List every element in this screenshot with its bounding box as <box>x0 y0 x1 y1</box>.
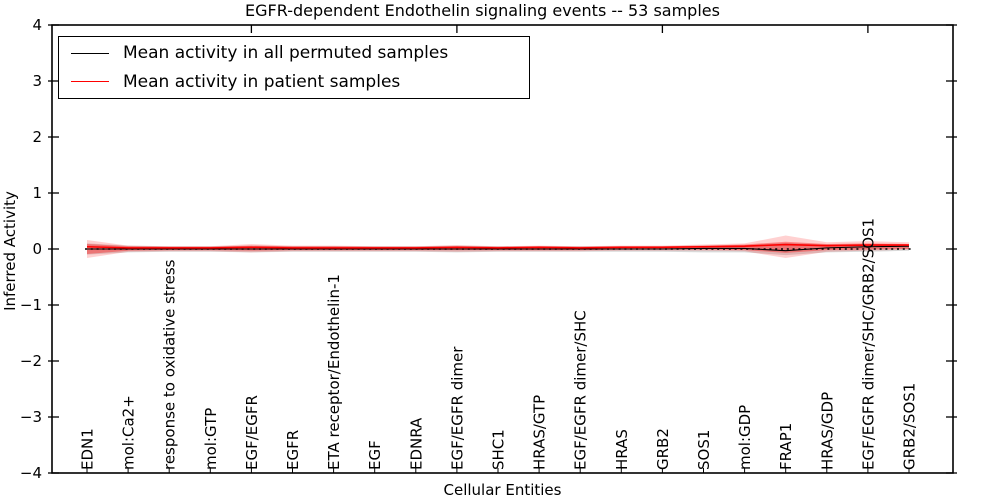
x-category-label: mol:Ca2+ <box>120 395 138 470</box>
legend-line-sample-permuted <box>71 52 109 54</box>
x-category-label: SOS1 <box>695 430 713 470</box>
x-category-label: EDNRA <box>407 417 425 470</box>
y-tick-label: 2 <box>32 128 42 146</box>
series-line-patient-mean <box>86 243 909 249</box>
legend-label: Mean activity in all permuted samples <box>123 43 449 64</box>
x-category-label: mol:GTP <box>202 408 220 470</box>
y-tick-label: −3 <box>20 408 42 426</box>
x-category-label: mol:GDP <box>736 405 754 470</box>
x-category-label: EGF/EGFR dimer/SHC/GRB2/SOS1 <box>859 218 877 470</box>
x-category-label: EGF <box>366 440 384 470</box>
y-axis-label: Inferred Activity <box>1 191 19 311</box>
x-category-label: response to oxidative stress <box>161 259 179 470</box>
x-category-label: EGFR <box>284 430 302 470</box>
y-tick-label: −2 <box>20 352 42 370</box>
y-tick-label: −4 <box>20 464 42 482</box>
x-category-label: HRAS/GDP <box>818 392 836 470</box>
y-tick-label: 3 <box>32 72 42 90</box>
legend-item-permuted: Mean activity in all permuted samples <box>71 43 529 63</box>
x-category-label: GRB2 <box>654 428 672 470</box>
x-category-label: EGF/EGFR dimer/SHC <box>572 310 590 470</box>
x-category-label: EDN1 <box>79 428 97 470</box>
x-category-label: HRAS <box>613 429 631 470</box>
legend: Mean activity in all permuted samples Me… <box>58 36 530 99</box>
y-tick-label: −1 <box>20 296 42 314</box>
legend-item-patient: Mean activity in patient samples <box>71 72 529 92</box>
x-category-label: EGF/EGFR dimer <box>448 346 466 470</box>
y-tick-label: 4 <box>32 16 42 34</box>
chart-title: EGFR-dependent Endothelin signaling even… <box>245 1 720 20</box>
x-axis-label: Cellular Entities <box>443 481 562 499</box>
x-category-label: SHC1 <box>490 429 508 470</box>
y-tick-label: 1 <box>32 184 42 202</box>
legend-line-sample-patient <box>71 81 109 83</box>
band-patient-samples-range-outer <box>87 235 909 258</box>
x-category-label: GRB2/SOS1 <box>901 383 919 470</box>
x-category-label: EGF/EGFR <box>243 395 261 470</box>
x-category-label: HRAS/GTP <box>531 395 549 470</box>
legend-label: Mean activity in patient samples <box>123 71 401 92</box>
x-category-label: FRAP1 <box>777 423 795 470</box>
y-tick-label: 0 <box>32 240 42 258</box>
x-category-label: ETA receptor/Endothelin-1 <box>325 274 343 470</box>
